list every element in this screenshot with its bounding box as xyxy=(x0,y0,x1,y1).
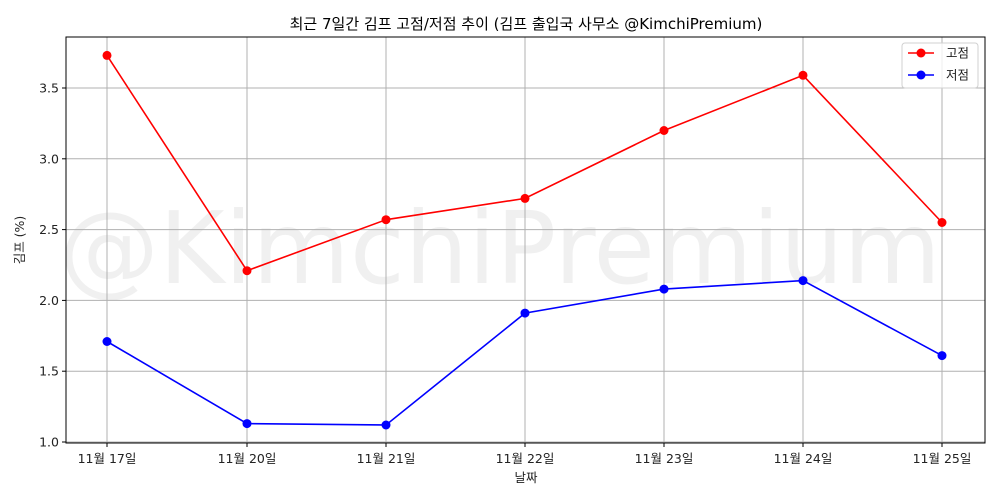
legend-label: 저점 xyxy=(946,68,969,83)
data-point xyxy=(381,420,391,430)
x-tick-label: 11월 20일 xyxy=(218,451,277,466)
x-axis-label: 날짜 xyxy=(514,470,538,485)
chart-title: 최근 7일간 김프 고점/저점 추이 (김프 출입국 사무소 @KimchiPr… xyxy=(290,15,763,33)
plot-area: @KimchiPremium 1.0 1.5 2.0 2.5 3.0 3.5 11월 17… xyxy=(39,36,986,466)
data-point xyxy=(937,218,947,227)
y-tick-label: 3.5 xyxy=(39,81,59,96)
y-tick-label: 3.0 xyxy=(39,151,59,166)
series-group xyxy=(102,50,947,430)
grid-lines xyxy=(66,37,985,443)
y-tick-label: 2.5 xyxy=(39,222,59,237)
x-tick-label: 11월 23일 xyxy=(635,451,694,466)
data-point xyxy=(520,193,530,203)
y-axis-label: 김프 (%) xyxy=(12,216,27,265)
data-point xyxy=(798,70,808,80)
x-tick-label: 11월 17일 xyxy=(78,451,137,466)
data-point xyxy=(242,419,252,429)
x-tick-label: 11월 25일 xyxy=(913,451,972,466)
data-point xyxy=(798,276,808,286)
data-point xyxy=(659,126,669,135)
data-point xyxy=(242,266,252,276)
data-point xyxy=(659,284,669,294)
x-tick-label: 11월 24일 xyxy=(774,451,833,466)
x-tick-label: 11월 21일 xyxy=(357,451,416,466)
y-tick-label: 1.0 xyxy=(39,435,59,450)
legend-marker-icon xyxy=(916,48,926,58)
x-axis-ticks: 11월 17일 11월 20일 11월 21일 11월 22일 11월 23일 11월 2… xyxy=(78,443,972,466)
x-tick-label: 11월 22일 xyxy=(496,451,555,466)
y-tick-label: 1.5 xyxy=(39,364,59,379)
y-axis-ticks: 1.0 1.5 2.0 2.5 3.0 3.5 xyxy=(39,81,66,450)
data-point xyxy=(937,351,947,361)
data-point xyxy=(102,337,112,346)
y-tick-label: 2.0 xyxy=(39,293,59,308)
data-point xyxy=(381,215,391,225)
watermark: @KimchiPremium xyxy=(59,190,941,307)
legend-label: 고점 xyxy=(946,46,969,61)
data-point xyxy=(520,308,530,318)
data-point xyxy=(102,50,112,60)
legend-marker-icon xyxy=(916,70,926,80)
